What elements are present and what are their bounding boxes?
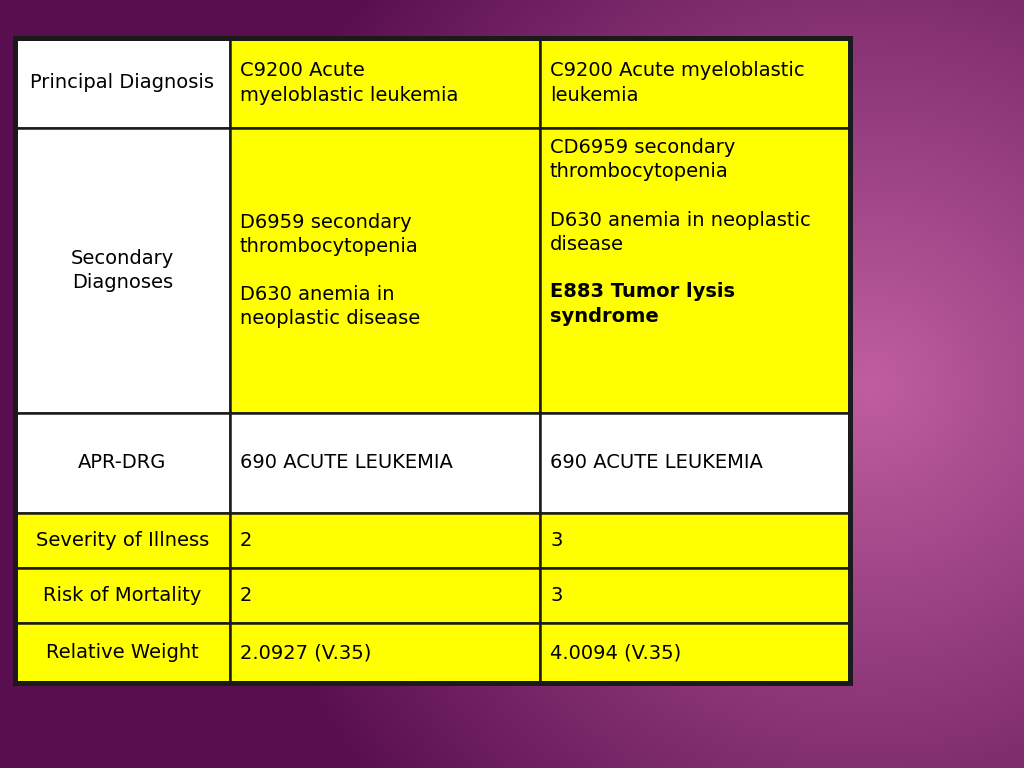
Bar bbox=[540, 623, 850, 683]
Text: Relative Weight: Relative Weight bbox=[46, 644, 199, 663]
Bar bbox=[540, 128, 850, 413]
Text: C9200 Acute myeloblastic
leukemia: C9200 Acute myeloblastic leukemia bbox=[550, 61, 805, 104]
Bar bbox=[230, 623, 540, 683]
Bar bbox=[540, 38, 850, 128]
Bar bbox=[540, 513, 850, 568]
Bar bbox=[230, 413, 540, 513]
Bar bbox=[15, 38, 850, 683]
Text: 3: 3 bbox=[550, 531, 562, 550]
Bar bbox=[15, 128, 230, 413]
Text: C9200 Acute
myeloblastic leukemia: C9200 Acute myeloblastic leukemia bbox=[240, 61, 459, 104]
Bar bbox=[230, 568, 540, 623]
Bar bbox=[15, 623, 230, 683]
Bar bbox=[230, 128, 540, 413]
Text: 690 ACUTE LEUKEMIA: 690 ACUTE LEUKEMIA bbox=[240, 453, 453, 472]
Bar bbox=[230, 38, 540, 128]
Bar bbox=[15, 568, 230, 623]
Text: CD6959 secondary
thrombocytopenia

D630 anemia in neoplastic
disease: CD6959 secondary thrombocytopenia D630 a… bbox=[550, 138, 811, 254]
Text: Secondary
Diagnoses: Secondary Diagnoses bbox=[71, 249, 174, 292]
Bar bbox=[230, 513, 540, 568]
Text: D6959 secondary
thrombocytopenia

D630 anemia in
neoplastic disease: D6959 secondary thrombocytopenia D630 an… bbox=[240, 213, 420, 329]
Text: Severity of Illness: Severity of Illness bbox=[36, 531, 209, 550]
Bar bbox=[15, 413, 230, 513]
Text: 2: 2 bbox=[240, 531, 252, 550]
Text: 2.0927 (V.35): 2.0927 (V.35) bbox=[240, 644, 372, 663]
Bar bbox=[15, 513, 230, 568]
Text: Principal Diagnosis: Principal Diagnosis bbox=[31, 74, 214, 92]
Bar bbox=[540, 568, 850, 623]
Text: 690 ACUTE LEUKEMIA: 690 ACUTE LEUKEMIA bbox=[550, 453, 763, 472]
Bar bbox=[540, 413, 850, 513]
Bar bbox=[15, 38, 230, 128]
Text: 2: 2 bbox=[240, 586, 252, 605]
Text: Risk of Mortality: Risk of Mortality bbox=[43, 586, 202, 605]
Text: 4.0094 (V.35): 4.0094 (V.35) bbox=[550, 644, 681, 663]
Text: E883 Tumor lysis
syndrome: E883 Tumor lysis syndrome bbox=[550, 283, 735, 326]
Text: 3: 3 bbox=[550, 586, 562, 605]
Text: APR-DRG: APR-DRG bbox=[78, 453, 167, 472]
